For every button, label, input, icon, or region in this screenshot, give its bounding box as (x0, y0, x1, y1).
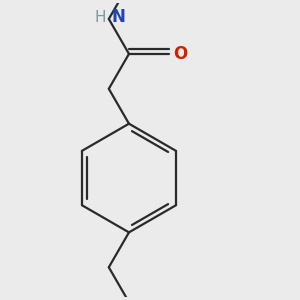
Text: H: H (94, 10, 106, 25)
Text: O: O (173, 45, 188, 63)
Text: N: N (112, 8, 125, 26)
